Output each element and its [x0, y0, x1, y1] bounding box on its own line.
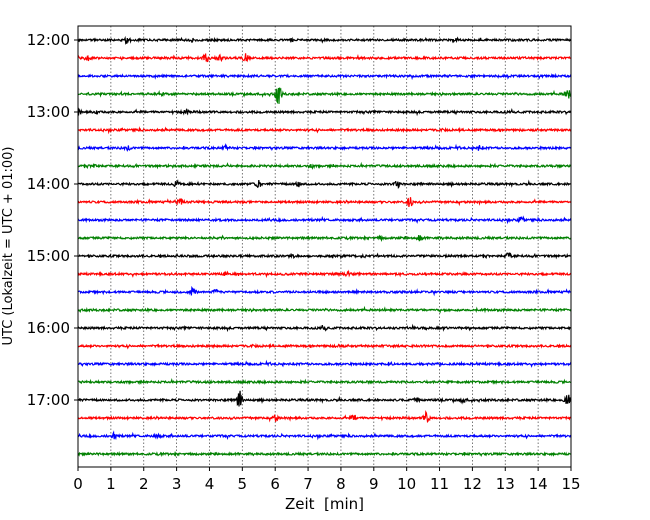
- trace-1645: [77, 377, 572, 386]
- x-tick-label: 3: [172, 475, 182, 493]
- y-tick-label: 14:00: [27, 175, 70, 193]
- x-tick-label: 13: [496, 475, 515, 493]
- seismic-traces: [77, 35, 572, 458]
- trace-1315: [77, 126, 572, 135]
- trace-1300: [77, 107, 572, 117]
- y-tick-label: 17:00: [27, 391, 70, 409]
- x-tick-label: 2: [139, 475, 149, 493]
- trace-1515: [77, 269, 572, 279]
- x-tick-label: 15: [561, 475, 580, 493]
- trace-1700: [77, 390, 572, 407]
- plot-frame: [77, 25, 572, 468]
- trace-1715: [77, 409, 572, 423]
- trace-1530: [77, 285, 572, 297]
- x-tick-label: 1: [106, 475, 116, 493]
- trace-1745: [77, 450, 572, 458]
- trace-1630: [77, 359, 572, 368]
- x-tick-label: 10: [397, 475, 416, 493]
- x-tick-label: 14: [529, 475, 548, 493]
- y-tick-label: 16:00: [27, 319, 70, 337]
- trace-1730: [77, 430, 572, 441]
- y-tick-label: 12:00: [27, 31, 70, 49]
- x-tick-label: 6: [270, 475, 280, 493]
- x-tick-label: 8: [336, 475, 346, 493]
- trace-1330: [77, 142, 572, 152]
- trace-1545: [77, 305, 572, 314]
- y-axis: 12:00 13:00 14:00 15:00 16:00 17:00: [27, 31, 78, 409]
- trace-1215: [77, 53, 572, 63]
- x-tick-label: 5: [238, 475, 248, 493]
- x-tick-label: 12: [463, 475, 482, 493]
- x-tick-label: 0: [73, 475, 83, 493]
- y-tick-label: 15:00: [27, 247, 70, 265]
- x-axis: 0 1 2 3 4 5 6 7 8 9 10 11 12 13 14 15: [73, 467, 581, 493]
- trace-1400: [77, 179, 572, 189]
- trace-1415: [77, 197, 572, 207]
- trace-1600: [77, 323, 572, 333]
- trace-1245: [77, 87, 572, 105]
- grid-lines: [110, 26, 539, 467]
- y-tick-label: 13:00: [27, 103, 70, 121]
- trace-1430: [77, 215, 572, 225]
- x-axis-label: Zeit [min]: [285, 495, 364, 513]
- y-axis-label: UTC (Lokalzeit = UTC + 01:00): [1, 147, 16, 346]
- x-tick-label: 4: [205, 475, 215, 493]
- trace-1615: [77, 342, 572, 350]
- x-tick-label: 11: [430, 475, 449, 493]
- trace-1500: [78, 252, 572, 260]
- x-tick-label: 7: [303, 475, 313, 493]
- trace-1445: [77, 234, 572, 243]
- x-tick-label: 9: [369, 475, 379, 493]
- trace-1230: [77, 72, 572, 81]
- trace-1200: [77, 35, 571, 46]
- trace-1345: [77, 161, 572, 170]
